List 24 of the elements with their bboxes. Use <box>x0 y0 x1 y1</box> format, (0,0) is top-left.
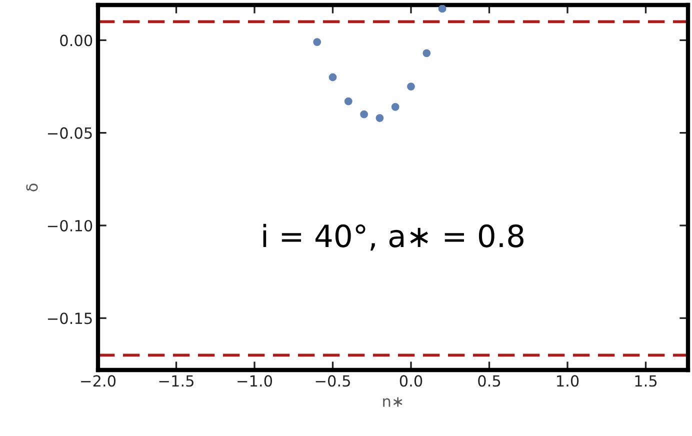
x-tick-label: 0.5 <box>478 375 500 387</box>
point <box>376 114 384 122</box>
x-axis-title: n∗ <box>383 397 402 407</box>
x-tick-label: −0.5 <box>316 375 350 387</box>
point <box>344 97 352 106</box>
x-tick-label: 1.0 <box>557 375 579 387</box>
x-tick-label: 1.5 <box>635 375 657 387</box>
x-tick-label: −1.5 <box>159 375 194 387</box>
y-tick-label: −0.10 <box>48 220 92 232</box>
point <box>391 102 400 111</box>
point <box>422 49 431 58</box>
point <box>407 82 415 90</box>
y-tick-label: 0.00 <box>60 34 92 46</box>
point <box>328 73 337 82</box>
x-tick-label: 0.0 <box>400 375 422 387</box>
x-tick-label: −2.0 <box>81 375 116 387</box>
point <box>438 5 446 13</box>
annotation: i = 40°, a∗ = 0.8 <box>263 224 524 251</box>
point <box>313 38 322 46</box>
y-axis-title: δ <box>26 184 38 192</box>
point <box>360 110 368 118</box>
y-tick-label: −0.15 <box>48 312 92 324</box>
x-tick-label: −1.0 <box>238 375 272 387</box>
y-tick-label: −0.05 <box>48 127 92 139</box>
